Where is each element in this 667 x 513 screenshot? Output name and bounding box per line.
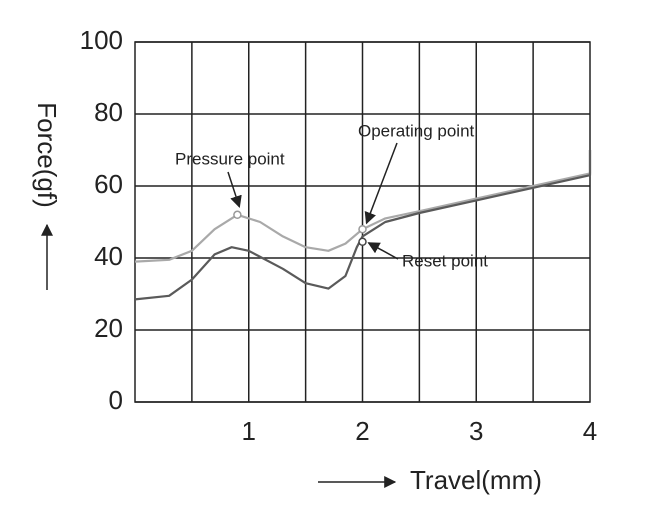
annotation-point bbox=[233, 210, 242, 220]
line bbox=[134, 150, 592, 301]
annotation-text: Operating point bbox=[358, 121, 475, 140]
x-tick-label: 2 bbox=[355, 416, 369, 446]
y-axis-label: Force(gf) bbox=[32, 102, 62, 207]
annotation-arrow bbox=[367, 242, 399, 260]
y-tick-label: 100 bbox=[80, 25, 123, 55]
annotation-point bbox=[358, 237, 367, 247]
x-axis-label: Travel(mm) bbox=[410, 465, 542, 495]
y-tick-label: 40 bbox=[94, 241, 123, 271]
annotation-point bbox=[358, 224, 367, 234]
y-tick-label: 20 bbox=[94, 313, 123, 343]
annotation-arrow bbox=[364, 142, 398, 225]
y-tick-label: 0 bbox=[109, 385, 123, 415]
x-tick-label: 4 bbox=[583, 416, 597, 446]
annotation-text: Pressure point bbox=[175, 149, 285, 168]
annotation-arrow bbox=[227, 171, 242, 208]
annotation-text: Reset point bbox=[402, 251, 488, 270]
x-tick-label: 1 bbox=[242, 416, 256, 446]
line bbox=[134, 150, 592, 263]
y-tick-label: 80 bbox=[94, 97, 123, 127]
y-tick-label: 60 bbox=[94, 169, 123, 199]
x-tick-label: 3 bbox=[469, 416, 483, 446]
